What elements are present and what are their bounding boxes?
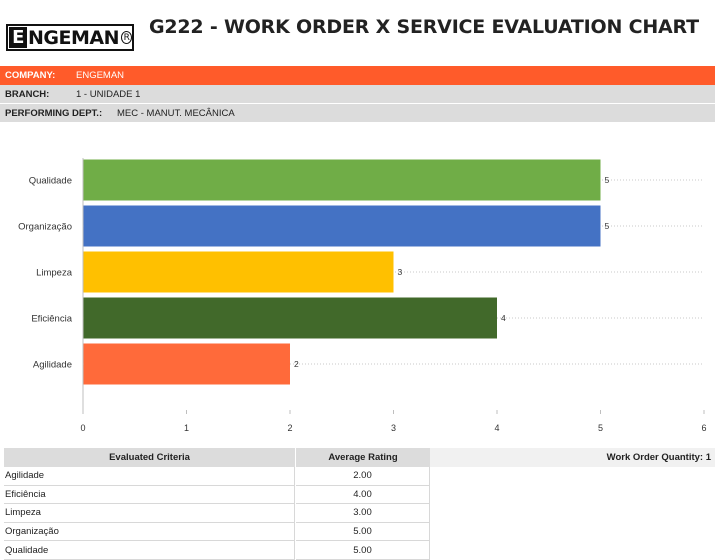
table-cell-rating: 4.00	[296, 485, 430, 505]
table-cell-criteria: Organização	[4, 522, 295, 542]
data-label: 3	[398, 267, 403, 277]
company-label: COMPANY:	[5, 70, 56, 81]
logo-text: NGEMAN	[28, 26, 120, 49]
bar-chart-svg: Qualidade 5 Organização 5 Limpeza 3 Eficiência…	[18, 158, 707, 433]
category-label: Qualidade	[29, 176, 72, 187]
registered-icon: R	[121, 31, 132, 44]
table-cell-rating: 5.00	[296, 522, 430, 542]
engeman-logo: E NGEMAN R	[6, 24, 134, 51]
company-row: COMPANY: ENGEMAN	[0, 66, 715, 85]
x-tick-label: 4	[494, 423, 499, 433]
bar-1	[83, 205, 601, 247]
table-header-criteria: Evaluated Criteria	[4, 448, 295, 467]
evaluation-chart: Qualidade 5 Organização 5 Limpeza 3 Eficiência…	[0, 128, 719, 448]
x-tick-label: 3	[391, 423, 396, 433]
category-label: Organização	[18, 222, 72, 233]
category-label: Agilidade	[33, 360, 72, 371]
company-value: ENGEMAN	[76, 70, 125, 81]
table-cell-rating: 3.00	[296, 504, 430, 523]
data-label: 5	[605, 221, 610, 231]
bar-0	[83, 159, 601, 201]
x-tick-label: 2	[287, 423, 292, 433]
work-order-quantity: Work Order Quantity: 1	[430, 448, 715, 467]
table-cell-criteria: Qualidade	[4, 541, 295, 560]
table-cell-criteria: Eficiência	[4, 485, 295, 505]
table-cell-rating: 5.00	[296, 541, 430, 560]
category-label: Eficiência	[31, 314, 72, 325]
table-cell-rating: 2.00	[296, 467, 430, 486]
page-title: G222 - WORK ORDER X SERVICE EVALUATION C…	[149, 16, 699, 38]
data-label: 2	[294, 359, 299, 369]
report-header: E NGEMAN R G222 - WORK ORDER X SERVICE EVA…	[0, 0, 719, 66]
table-cell-criteria: Agilidade	[4, 467, 295, 486]
dept-row: PERFORMING DEPT.: MEC - MANUT. MECÂNICA	[0, 104, 715, 122]
data-label: 5	[605, 175, 610, 185]
logo-e-mark: E	[9, 27, 27, 48]
branch-row: BRANCH: 1 - UNIDADE 1	[0, 85, 715, 103]
data-label: 4	[501, 313, 506, 323]
branch-label: BRANCH:	[5, 88, 50, 100]
x-tick-label: 1	[184, 423, 189, 433]
x-tick-label: 5	[598, 423, 603, 433]
branch-value: 1 - UNIDADE 1	[76, 88, 141, 100]
x-tick-label: 6	[701, 423, 706, 433]
bar-3	[83, 297, 497, 339]
table-cell-criteria: Limpeza	[4, 504, 295, 523]
category-label: Limpeza	[36, 268, 73, 279]
bar-2	[83, 251, 394, 293]
x-tick-label: 0	[80, 423, 85, 433]
table-header-rating: Average Rating	[296, 448, 430, 467]
bar-4	[83, 343, 290, 385]
dept-value: MEC - MANUT. MECÂNICA	[117, 107, 235, 119]
dept-label: PERFORMING DEPT.:	[5, 107, 103, 119]
